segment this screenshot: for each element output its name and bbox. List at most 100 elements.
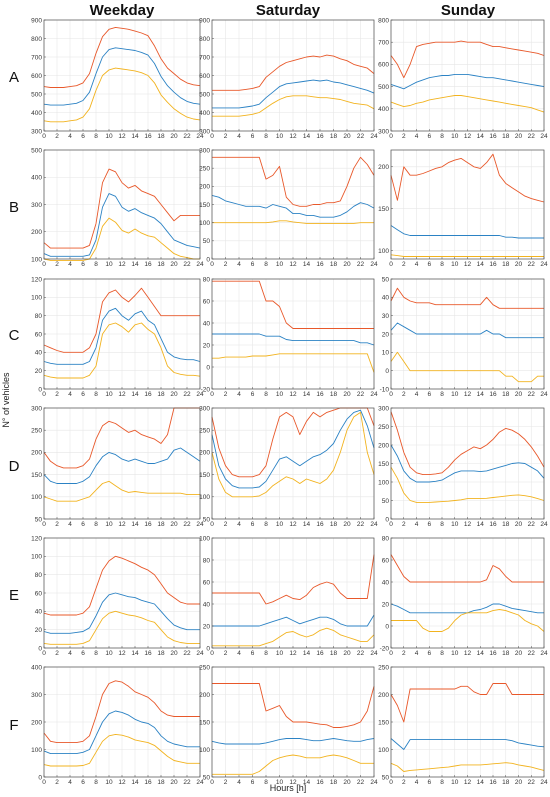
y-tick-label: 120	[31, 276, 42, 283]
y-tick-label: 300	[199, 405, 210, 412]
y-tick-label: 100	[378, 479, 389, 486]
x-tick-label: 24	[196, 779, 204, 786]
x-tick-label: 14	[303, 133, 311, 140]
x-tick-label: 0	[42, 133, 46, 140]
y-tick-label: 300	[199, 128, 210, 135]
series-low-line	[211, 411, 375, 498]
x-tick-label: 10	[105, 391, 113, 398]
y-tick-label: 60	[203, 579, 211, 586]
y-tick-label: 400	[199, 110, 210, 117]
series-mid-line	[390, 444, 545, 483]
x-tick-label: 8	[440, 650, 444, 657]
y-tick-label: 500	[199, 91, 210, 98]
series-low-line	[390, 351, 544, 383]
x-tick-label: 4	[68, 779, 72, 786]
x-tick-label: 14	[477, 133, 485, 140]
series-high-line	[212, 554, 375, 605]
y-tick-label: 150	[378, 206, 389, 213]
y-tick-label: 600	[199, 73, 210, 80]
x-tick-label: 12	[464, 133, 472, 140]
x-tick-label: 10	[276, 133, 284, 140]
x-tick-label: 6	[427, 133, 431, 140]
x-tick-label: 12	[118, 133, 126, 140]
x-tick-label: 24	[540, 133, 548, 140]
x-tick-label: 0	[210, 261, 214, 268]
x-tick-label: 14	[131, 261, 139, 268]
x-tick-label: 14	[303, 779, 311, 786]
x-tick-label: 16	[489, 261, 497, 268]
y-tick-label: 80	[35, 572, 43, 579]
x-tick-label: 24	[540, 521, 548, 528]
y-tick-label: 40	[382, 295, 390, 302]
series-mid-line	[211, 409, 375, 489]
x-tick-label: 6	[81, 650, 85, 657]
x-tick-label: 8	[440, 521, 444, 528]
y-tick-label: 200	[378, 442, 389, 449]
x-tick-label: 14	[477, 779, 485, 786]
row-label-f: F	[9, 717, 18, 734]
y-tick-label: 300	[378, 405, 389, 412]
y-tick-label: 700	[31, 54, 42, 61]
series-mid-line	[390, 225, 544, 239]
y-tick-label: 150	[199, 202, 210, 209]
x-tick-label: 8	[440, 391, 444, 398]
y-tick-label: 100	[31, 256, 42, 263]
x-tick-label: 18	[502, 779, 510, 786]
y-tick-label: 300	[31, 202, 42, 209]
x-tick-label: 24	[370, 779, 378, 786]
series-low-line	[390, 762, 545, 772]
x-tick-label: 16	[489, 521, 497, 528]
x-tick-label: 16	[489, 779, 497, 786]
x-tick-label: 2	[55, 391, 59, 398]
x-tick-label: 2	[55, 779, 59, 786]
gridlines	[390, 666, 545, 778]
x-tick-label: 16	[144, 779, 152, 786]
x-tick-label: 0	[210, 779, 214, 786]
y-tick-label: 0	[206, 364, 210, 371]
x-tick-label: 6	[251, 521, 255, 528]
x-tick-label: 20	[343, 521, 351, 528]
series-low-line	[212, 353, 375, 373]
series-mid-line	[43, 447, 201, 484]
x-tick-label: 12	[464, 650, 472, 657]
y-tick-label: 40	[35, 350, 43, 357]
col-title-saturday: Saturday	[256, 2, 321, 19]
y-tick-label: -20	[201, 386, 211, 393]
y-tick-label: 250	[378, 664, 389, 671]
x-tick-label: 6	[81, 779, 85, 786]
y-tick-label: 20	[203, 342, 211, 349]
x-tick-label: 0	[42, 521, 46, 528]
series-low-line	[43, 610, 200, 645]
x-tick-label: 20	[343, 391, 351, 398]
series-high-line	[212, 280, 374, 329]
x-tick-label: 22	[357, 261, 365, 268]
x-tick-label: 12	[289, 391, 297, 398]
x-tick-label: 6	[427, 261, 431, 268]
x-tick-label: 8	[264, 521, 268, 528]
y-tick-label: 100	[199, 220, 210, 227]
x-tick-label: 24	[196, 391, 204, 398]
x-tick-label: 24	[370, 650, 378, 657]
y-tick-label: 40	[203, 601, 211, 608]
y-tick-label: 200	[31, 450, 42, 457]
x-tick-label: 8	[94, 779, 98, 786]
x-tick-label: 14	[131, 133, 139, 140]
x-tick-label: 22	[183, 779, 191, 786]
y-tick-label: 500	[31, 91, 42, 98]
y-tick-label: 800	[31, 36, 42, 43]
gridlines	[43, 407, 201, 520]
x-tick-label: 12	[289, 261, 297, 268]
x-tick-label: 6	[427, 391, 431, 398]
x-tick-label: 6	[81, 391, 85, 398]
x-tick-label: 22	[528, 650, 536, 657]
x-tick-label: 2	[224, 521, 228, 528]
x-tick-label: 2	[402, 261, 406, 268]
series-low-line	[43, 217, 200, 261]
y-tick-label: 200	[199, 184, 210, 191]
series-mid-line	[390, 738, 545, 750]
x-tick-label: 8	[440, 261, 444, 268]
series-mid-line	[43, 710, 200, 755]
